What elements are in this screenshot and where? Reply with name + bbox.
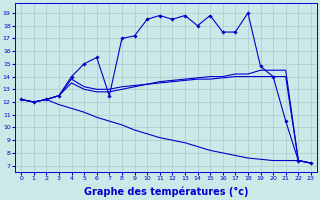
X-axis label: Graphe des températures (°c): Graphe des températures (°c) (84, 187, 248, 197)
